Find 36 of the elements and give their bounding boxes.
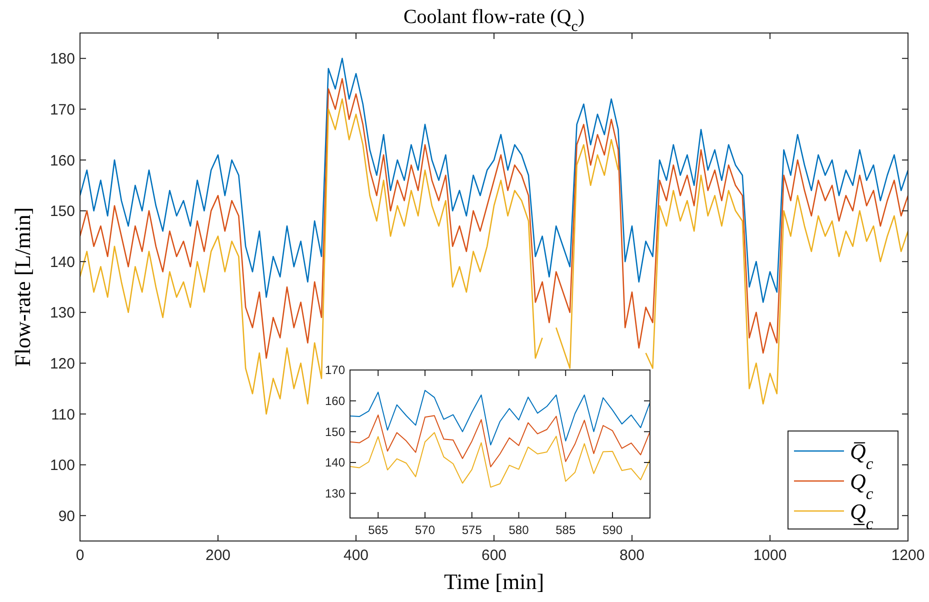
y-tick-label: 90 [58, 508, 75, 525]
x-tick-label: 590 [602, 523, 623, 537]
x-tick-label: 575 [462, 523, 482, 537]
y-tick-label: 140 [50, 254, 75, 271]
line-series [350, 390, 650, 446]
line-series [80, 58, 908, 303]
y-tick-label: 130 [50, 304, 75, 322]
x-tick-label: 200 [205, 547, 231, 564]
y-tick-label: 150 [50, 203, 75, 220]
line-series [350, 432, 650, 488]
y-axis-title: Flow-rate [L/min] [10, 207, 35, 367]
y-tick-label: 160 [324, 394, 346, 408]
x-tick-label: 800 [619, 547, 645, 564]
x-tick-label: 565 [368, 523, 388, 537]
line-series [350, 414, 650, 468]
y-tick-label: 140 [324, 456, 346, 470]
x-tick-label: 0 [76, 547, 84, 564]
chart-title: Coolant flow-rate (Q$_{c}$) [403, 6, 585, 35]
y-tick-label: 100 [50, 457, 75, 474]
y-tick-label: 130 [324, 486, 346, 501]
x-tick-label: 600 [481, 547, 507, 564]
x-tick-label: 580 [508, 523, 530, 537]
y-tick-label: 160 [50, 152, 75, 170]
y-tick-label: 150 [324, 424, 346, 439]
x-tick-label: 570 [414, 523, 436, 537]
x-tick-label: 400 [343, 547, 369, 564]
y-tick-label: 120 [50, 355, 75, 372]
x-tick-label: 1200 [891, 547, 925, 564]
x-tick-label: 585 [556, 523, 576, 537]
line-series [80, 78, 908, 359]
y-tick-label: 110 [51, 406, 75, 424]
y-tick-label: 170 [50, 101, 75, 118]
x-tick-label: 1000 [753, 547, 787, 564]
y-tick-label: 170 [324, 363, 346, 378]
x-axis-title: Time [min] [444, 569, 544, 594]
y-tick-label: 180 [50, 50, 75, 68]
